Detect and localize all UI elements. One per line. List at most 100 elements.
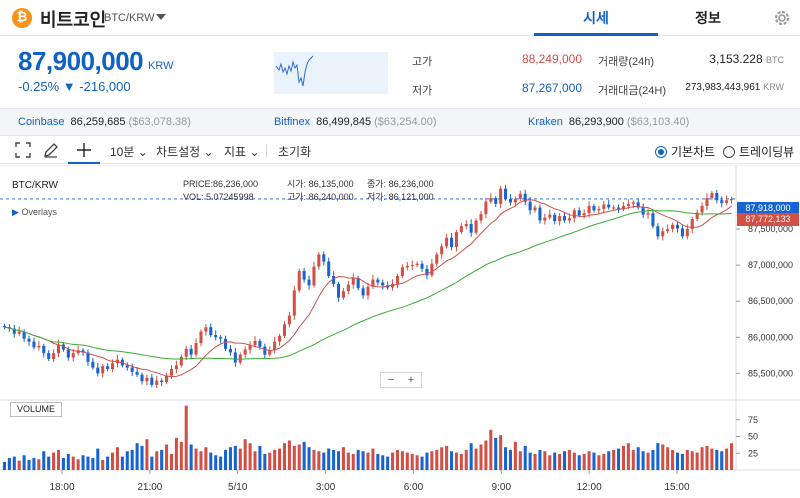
volume-bar: [671, 449, 675, 470]
tab-info[interactable]: 정보: [695, 10, 721, 26]
exchange-bitfinex[interactable]: Bitfinex 86,499,845 ($63,254.00): [274, 116, 437, 128]
chart-settings-menu[interactable]: 차트설정 ⌄: [156, 145, 214, 159]
candle-body: [543, 217, 547, 221]
volume-bar: [150, 456, 154, 470]
candle-body: [184, 348, 188, 357]
candle-body: [52, 353, 56, 359]
candle-body: [268, 350, 272, 355]
trade-value-24h-label: 거래대금(24H): [598, 85, 666, 97]
candle-body: [489, 198, 493, 202]
exchange-kraken[interactable]: Kraken 86,293,900 ($63,103.40): [528, 116, 690, 128]
volume-bar: [115, 447, 119, 470]
price-change: -0.25% ▼ -216,000: [18, 79, 131, 94]
volume-bar: [86, 456, 90, 470]
volume-bar: [317, 451, 321, 470]
volume-bar: [258, 445, 262, 470]
candle-body: [287, 315, 291, 325]
candle-body: [558, 216, 562, 222]
volume-bar: [440, 447, 444, 470]
price-unit: KRW: [148, 60, 174, 72]
basic-chart-radio[interactable]: 기본차트: [655, 143, 715, 160]
reset-button[interactable]: 초기화: [278, 145, 312, 159]
candle-body: [504, 188, 508, 199]
candle-body: [587, 206, 591, 214]
interval-select[interactable]: 10분 ⌄: [110, 145, 148, 159]
candle-body: [66, 349, 70, 358]
candle-body: [381, 282, 385, 286]
volume-bar: [617, 448, 621, 470]
volume-bar: [499, 435, 503, 470]
volume-panel-label: VOLUME: [10, 402, 62, 417]
candle-body: [150, 377, 154, 385]
candle-body: [307, 279, 311, 286]
candle-body: [174, 365, 178, 370]
volume-bar: [302, 441, 306, 470]
volume-bar: [81, 455, 85, 470]
candle-body: [671, 224, 675, 230]
indicators-menu[interactable]: 지표 ⌄: [224, 145, 260, 159]
candle-body: [71, 353, 75, 358]
crosshair-icon[interactable]: [75, 141, 93, 159]
volume-bar: [219, 456, 223, 470]
candle-body: [160, 380, 164, 383]
exchange-coinbase[interactable]: Coinbase 86,259,685 ($63,078.38): [18, 116, 191, 128]
candle-body: [607, 204, 611, 208]
volume-bar: [233, 445, 237, 470]
price-chart-area[interactable]: 87,500,000 87,000,000 86,500,000 86,000,000…: [0, 165, 800, 498]
candle-body: [597, 208, 601, 211]
volume-bar: [415, 455, 419, 470]
candle-body: [710, 193, 714, 199]
overlays-toggle[interactable]: ▶ Overlays: [12, 207, 57, 217]
tradingview-radio[interactable]: 트레이딩뷰: [723, 143, 794, 160]
pencil-icon[interactable]: [42, 141, 60, 159]
crosshair-tool-active[interactable]: [68, 137, 100, 164]
candle-body: [145, 377, 149, 382]
volume-24h-label: 거래량(24h): [598, 56, 655, 68]
fullscreen-icon[interactable]: [14, 141, 32, 159]
candle-body: [341, 291, 345, 298]
y-tick-label: 87,500,000: [748, 224, 793, 234]
candle-body: [420, 263, 424, 269]
volume-bar: [56, 449, 61, 470]
bitcoin-logo-icon: ₿: [12, 8, 32, 28]
volume-bar: [12, 456, 16, 470]
candle-body: [484, 201, 488, 214]
candle-body: [720, 200, 724, 204]
zoom-control: − +: [380, 372, 422, 388]
chevron-down-icon[interactable]: [154, 10, 168, 24]
volume-bar: [454, 452, 458, 470]
volume-bar: [2, 461, 6, 470]
volume-bar: [346, 452, 350, 470]
candle-body: [322, 254, 326, 262]
candle-body: [538, 207, 542, 221]
candle-body: [656, 226, 660, 237]
candle-body: [631, 202, 635, 204]
volume-bar: [474, 448, 478, 470]
tab-price[interactable]: 시세: [534, 0, 658, 36]
candlestick-chart[interactable]: 87,500,000 87,000,000 86,500,000 86,000,000…: [0, 165, 800, 498]
volume-bar: [66, 453, 70, 470]
volume-bar: [587, 451, 591, 470]
candle-body: [518, 193, 522, 199]
candle-body: [209, 327, 213, 336]
volume-bar: [238, 448, 242, 470]
volume-bar: [700, 447, 704, 470]
volume-24h-value: 3,153.228 BTC: [709, 52, 784, 66]
candle-body: [474, 220, 478, 233]
candle-body: [430, 263, 434, 276]
candle-body: [248, 345, 252, 350]
volume-bar: [553, 452, 557, 470]
volume-bar: [106, 456, 110, 470]
zoom-in-button[interactable]: +: [407, 374, 415, 386]
gear-icon[interactable]: [772, 8, 792, 28]
low-label: 저가: [412, 85, 433, 97]
candle-body: [135, 371, 139, 375]
candle-body: [317, 254, 321, 267]
volume-bar: [248, 443, 252, 470]
candle-body: [449, 237, 454, 248]
volume-bar: [140, 445, 144, 470]
candle-body: [661, 231, 665, 237]
zoom-out-button[interactable]: −: [387, 374, 395, 386]
volume-bar: [179, 441, 183, 470]
candle-body: [106, 366, 110, 370]
